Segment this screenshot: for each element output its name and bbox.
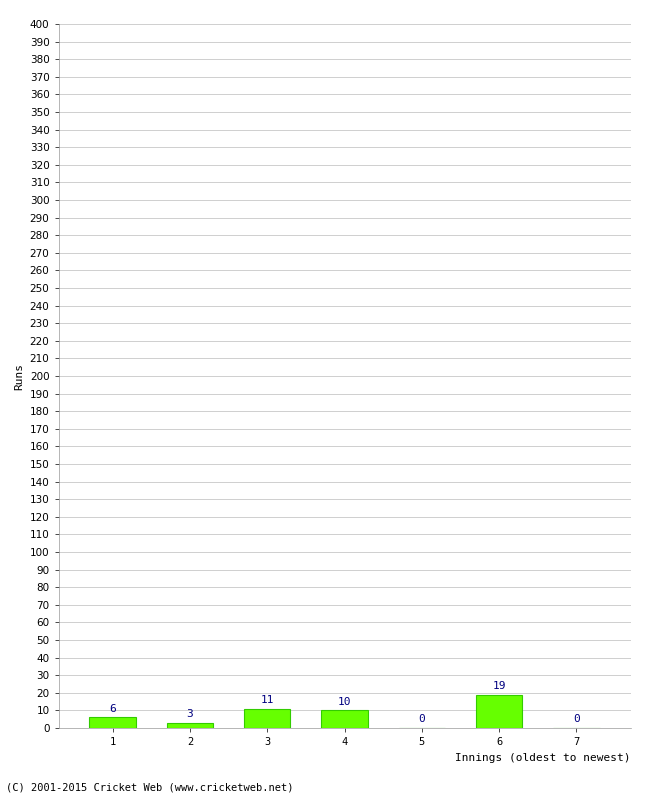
Text: (C) 2001-2015 Cricket Web (www.cricketweb.net): (C) 2001-2015 Cricket Web (www.cricketwe… — [6, 782, 294, 792]
Text: 11: 11 — [261, 695, 274, 705]
Text: 10: 10 — [338, 697, 351, 707]
Y-axis label: Runs: Runs — [14, 362, 24, 390]
Bar — [321, 710, 368, 728]
Text: 0: 0 — [573, 714, 580, 725]
Text: 6: 6 — [109, 704, 116, 714]
Bar — [476, 694, 523, 728]
Text: 3: 3 — [187, 709, 193, 719]
Bar — [244, 709, 291, 728]
Bar — [166, 722, 213, 728]
Text: 19: 19 — [492, 681, 506, 691]
Text: 0: 0 — [419, 714, 425, 725]
X-axis label: Innings (oldest to newest): Innings (oldest to newest) — [455, 753, 630, 762]
Bar — [90, 718, 136, 728]
